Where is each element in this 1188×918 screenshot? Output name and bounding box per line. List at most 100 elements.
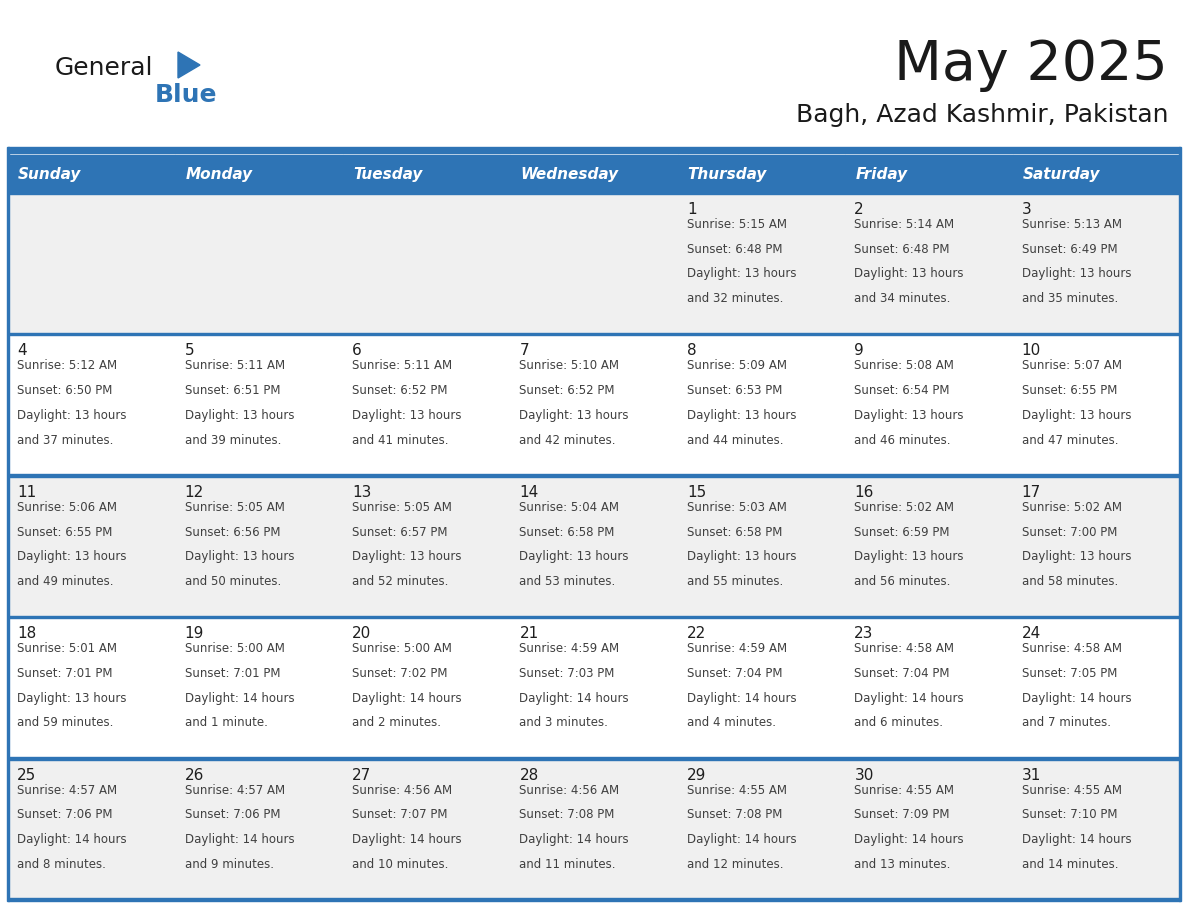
Text: General: General	[55, 56, 153, 80]
Text: Sunrise: 5:14 AM: Sunrise: 5:14 AM	[854, 218, 954, 231]
Text: and 10 minutes.: and 10 minutes.	[352, 857, 448, 871]
Text: Sunset: 7:08 PM: Sunset: 7:08 PM	[687, 809, 782, 822]
Text: Sunset: 7:09 PM: Sunset: 7:09 PM	[854, 809, 950, 822]
Bar	[1178, 147, 1181, 901]
Text: 13: 13	[352, 485, 372, 499]
Text: 15: 15	[687, 485, 706, 499]
Text: 14: 14	[519, 485, 538, 499]
Text: 10: 10	[1022, 343, 1041, 358]
Polygon shape	[178, 52, 200, 78]
Text: Sunrise: 4:58 AM: Sunrise: 4:58 AM	[854, 643, 954, 655]
Bar	[8, 193, 1180, 334]
Text: and 2 minutes.: and 2 minutes.	[352, 716, 441, 730]
Text: Sunrise: 4:55 AM: Sunrise: 4:55 AM	[1022, 784, 1121, 797]
Text: Sunrise: 5:11 AM: Sunrise: 5:11 AM	[352, 360, 453, 373]
Text: Sunset: 6:55 PM: Sunset: 6:55 PM	[1022, 384, 1117, 397]
Bar	[8, 617, 1180, 758]
Text: Sunset: 6:53 PM: Sunset: 6:53 PM	[687, 384, 782, 397]
Text: Sunset: 7:04 PM: Sunset: 7:04 PM	[687, 667, 783, 680]
Text: Sunrise: 4:55 AM: Sunrise: 4:55 AM	[854, 784, 954, 797]
Text: Sunset: 7:06 PM: Sunset: 7:06 PM	[184, 809, 280, 822]
Text: Daylight: 13 hours: Daylight: 13 hours	[854, 409, 963, 422]
Text: Daylight: 14 hours: Daylight: 14 hours	[1022, 834, 1131, 846]
Text: Daylight: 13 hours: Daylight: 13 hours	[1022, 550, 1131, 564]
Text: Daylight: 13 hours: Daylight: 13 hours	[519, 550, 628, 564]
Text: Daylight: 13 hours: Daylight: 13 hours	[854, 267, 963, 281]
Text: and 12 minutes.: and 12 minutes.	[687, 857, 783, 871]
Text: and 42 minutes.: and 42 minutes.	[519, 433, 617, 447]
Text: Daylight: 14 hours: Daylight: 14 hours	[17, 834, 127, 846]
Text: 17: 17	[1022, 485, 1041, 499]
Text: Sunrise: 4:56 AM: Sunrise: 4:56 AM	[519, 784, 620, 797]
Text: Daylight: 13 hours: Daylight: 13 hours	[17, 409, 127, 422]
Text: Sunrise: 5:06 AM: Sunrise: 5:06 AM	[17, 501, 118, 514]
Text: Thursday: Thursday	[688, 166, 767, 182]
Text: Sunset: 7:10 PM: Sunset: 7:10 PM	[1022, 809, 1117, 822]
Text: Sunrise: 4:55 AM: Sunrise: 4:55 AM	[687, 784, 786, 797]
Text: Sunrise: 5:05 AM: Sunrise: 5:05 AM	[184, 501, 284, 514]
Text: Sunrise: 5:13 AM: Sunrise: 5:13 AM	[1022, 218, 1121, 231]
Text: 31: 31	[1022, 767, 1041, 783]
Text: Daylight: 13 hours: Daylight: 13 hours	[17, 691, 127, 705]
Text: Sunrise: 4:57 AM: Sunrise: 4:57 AM	[184, 784, 285, 797]
Text: Daylight: 14 hours: Daylight: 14 hours	[687, 834, 796, 846]
Bar	[7, 147, 10, 901]
Text: 5: 5	[184, 343, 195, 358]
Text: 23: 23	[854, 626, 873, 641]
Bar	[343, 155, 511, 193]
Text: Sunrise: 4:59 AM: Sunrise: 4:59 AM	[687, 643, 786, 655]
Text: Sunset: 6:58 PM: Sunset: 6:58 PM	[519, 525, 615, 539]
Text: 4: 4	[17, 343, 27, 358]
Text: Daylight: 13 hours: Daylight: 13 hours	[1022, 267, 1131, 281]
Text: Daylight: 14 hours: Daylight: 14 hours	[854, 691, 963, 705]
Text: 25: 25	[17, 767, 37, 783]
Text: and 56 minutes.: and 56 minutes.	[854, 575, 950, 588]
Text: and 41 minutes.: and 41 minutes.	[352, 433, 449, 447]
Text: 3: 3	[1022, 202, 1031, 217]
Text: Sunrise: 4:57 AM: Sunrise: 4:57 AM	[17, 784, 118, 797]
Text: Sunrise: 4:56 AM: Sunrise: 4:56 AM	[352, 784, 453, 797]
Text: and 8 minutes.: and 8 minutes.	[17, 857, 106, 871]
Text: Daylight: 14 hours: Daylight: 14 hours	[687, 691, 796, 705]
Text: Daylight: 14 hours: Daylight: 14 hours	[352, 691, 462, 705]
Text: 1: 1	[687, 202, 696, 217]
Text: 24: 24	[1022, 626, 1041, 641]
Text: Sunset: 6:58 PM: Sunset: 6:58 PM	[687, 525, 782, 539]
Text: Tuesday: Tuesday	[353, 166, 422, 182]
Text: Daylight: 14 hours: Daylight: 14 hours	[519, 691, 630, 705]
Bar	[8, 155, 176, 193]
Text: Sunset: 6:56 PM: Sunset: 6:56 PM	[184, 525, 280, 539]
Text: Monday: Monday	[185, 166, 253, 182]
Text: Daylight: 13 hours: Daylight: 13 hours	[854, 550, 963, 564]
Text: Sunrise: 5:05 AM: Sunrise: 5:05 AM	[352, 501, 451, 514]
Text: 26: 26	[184, 767, 204, 783]
Text: Daylight: 13 hours: Daylight: 13 hours	[1022, 409, 1131, 422]
Text: Sunset: 7:03 PM: Sunset: 7:03 PM	[519, 667, 615, 680]
Text: 19: 19	[184, 626, 204, 641]
Text: Daylight: 13 hours: Daylight: 13 hours	[519, 409, 628, 422]
Text: and 7 minutes.: and 7 minutes.	[1022, 716, 1111, 730]
Text: 2: 2	[854, 202, 864, 217]
Text: and 46 minutes.: and 46 minutes.	[854, 433, 950, 447]
Text: 27: 27	[352, 767, 372, 783]
Text: Sunset: 6:48 PM: Sunset: 6:48 PM	[687, 242, 783, 256]
Text: Sunrise: 5:00 AM: Sunrise: 5:00 AM	[184, 643, 284, 655]
Text: Sunset: 6:48 PM: Sunset: 6:48 PM	[854, 242, 950, 256]
Text: 28: 28	[519, 767, 538, 783]
Text: 21: 21	[519, 626, 538, 641]
Text: 30: 30	[854, 767, 873, 783]
Text: Daylight: 14 hours: Daylight: 14 hours	[519, 834, 630, 846]
Bar	[8, 616, 1180, 618]
Text: Sunset: 6:54 PM: Sunset: 6:54 PM	[854, 384, 950, 397]
Text: 22: 22	[687, 626, 706, 641]
Text: Sunset: 6:52 PM: Sunset: 6:52 PM	[519, 384, 615, 397]
Text: Sunset: 7:08 PM: Sunset: 7:08 PM	[519, 809, 615, 822]
Text: Sunset: 6:50 PM: Sunset: 6:50 PM	[17, 384, 113, 397]
Text: Sunrise: 5:12 AM: Sunrise: 5:12 AM	[17, 360, 118, 373]
Text: Sunrise: 5:04 AM: Sunrise: 5:04 AM	[519, 501, 619, 514]
Text: Daylight: 13 hours: Daylight: 13 hours	[184, 550, 295, 564]
Text: and 14 minutes.: and 14 minutes.	[1022, 857, 1118, 871]
Text: and 52 minutes.: and 52 minutes.	[352, 575, 448, 588]
Bar	[176, 155, 343, 193]
Text: and 49 minutes.: and 49 minutes.	[17, 575, 114, 588]
